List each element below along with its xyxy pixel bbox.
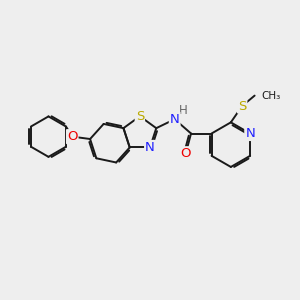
Text: CH₃: CH₃ xyxy=(261,91,280,100)
Text: O: O xyxy=(67,130,77,143)
Text: S: S xyxy=(238,100,246,112)
Text: N: N xyxy=(245,127,255,140)
Text: H: H xyxy=(178,104,188,117)
Text: N: N xyxy=(170,113,180,126)
Text: S: S xyxy=(136,110,144,123)
Text: N: N xyxy=(145,141,155,154)
Text: O: O xyxy=(180,147,191,160)
